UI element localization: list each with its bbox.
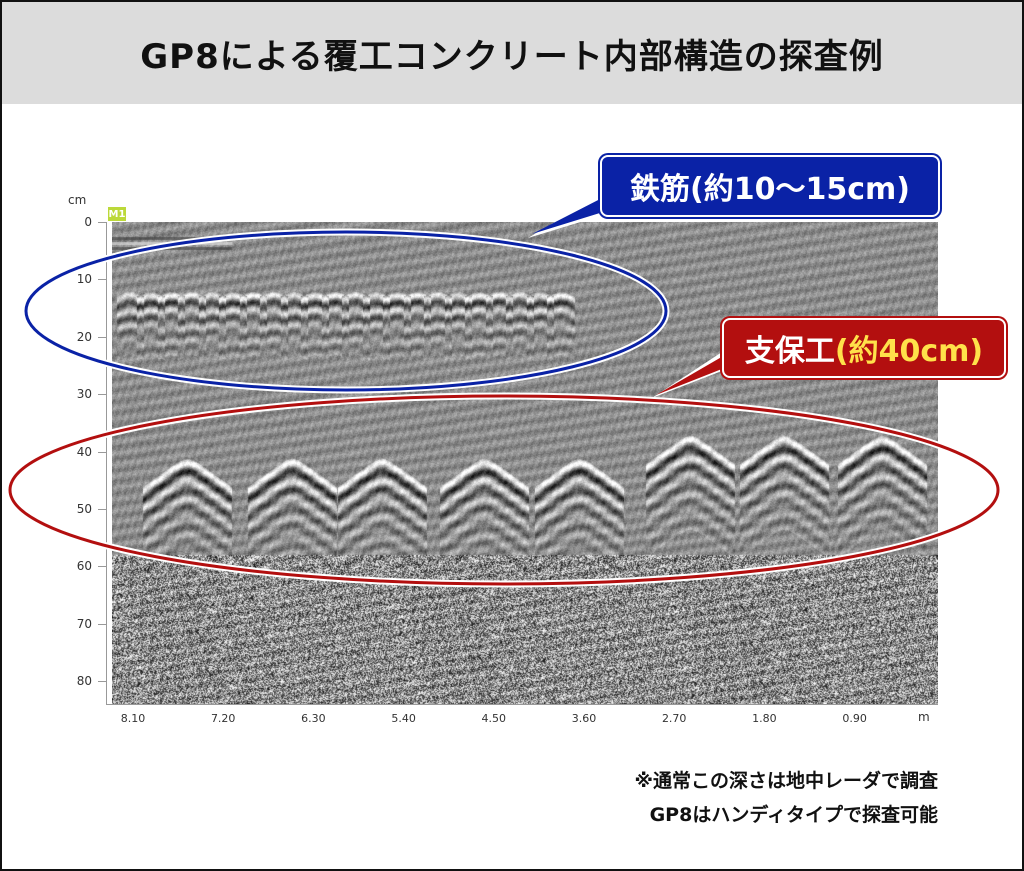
y-tick-label: 10 [76,272,92,287]
y-tick-label: 20 [76,329,92,344]
x-tick-label: 2.70 [661,712,687,725]
x-tick-label: 5.40 [391,712,416,725]
y-tick-label: 0 [84,215,92,229]
y-axis-unit: cm [68,193,87,207]
x-axis-line [106,704,938,705]
x-tick-label: 8.10 [120,712,146,725]
x-tick-label: 4.50 [481,712,507,725]
y-tick-label: 80 [76,674,92,689]
x-tick-label: 7.20 [210,712,236,725]
support-label-prefix: 支保工 [744,334,835,369]
x-tick-label: 0.90 [842,712,867,725]
x-tick-label: 3.60 [571,712,597,725]
y-axis-line [106,222,107,705]
y-tick-mark [98,336,106,338]
y-tick-label: 30 [76,387,92,402]
note-line-2: GP8はハンディタイプで探査可能 [649,804,938,826]
note-line-1: ※通常この深さは地中レーダで調査 [634,770,938,792]
x-tick-label: 1.80 [752,712,777,725]
page-title: GP8による覆工コンクリート内部構造の探査例 [140,36,884,77]
marker-m1-badge: M1 [108,207,126,221]
y-tick-mark [98,623,106,625]
y-tick-mark [98,394,106,396]
title-bar: GP8による覆工コンクリート内部構造の探査例 [2,2,1022,104]
y-tick-mark [98,566,106,568]
support-label-depth: (約40cm) [834,334,984,369]
x-tick-label: 6.30 [301,712,326,725]
y-tick-mark [98,509,106,510]
y-tick-label: 60 [76,559,92,574]
x-axis-unit: m [918,710,930,724]
y-tick-mark [98,451,106,453]
rebar-label: 鉄筋(約10〜15cm) [600,155,940,217]
radar-scan-image [112,222,938,704]
y-tick-label: 40 [76,444,92,459]
support-label: 支保工 (約40cm) [722,318,1006,378]
y-tick-mark [98,222,106,223]
y-tick-mark [98,279,106,281]
y-tick-label: 70 [76,616,92,631]
y-tick-mark [98,681,106,683]
y-tick-label: 50 [76,502,92,516]
